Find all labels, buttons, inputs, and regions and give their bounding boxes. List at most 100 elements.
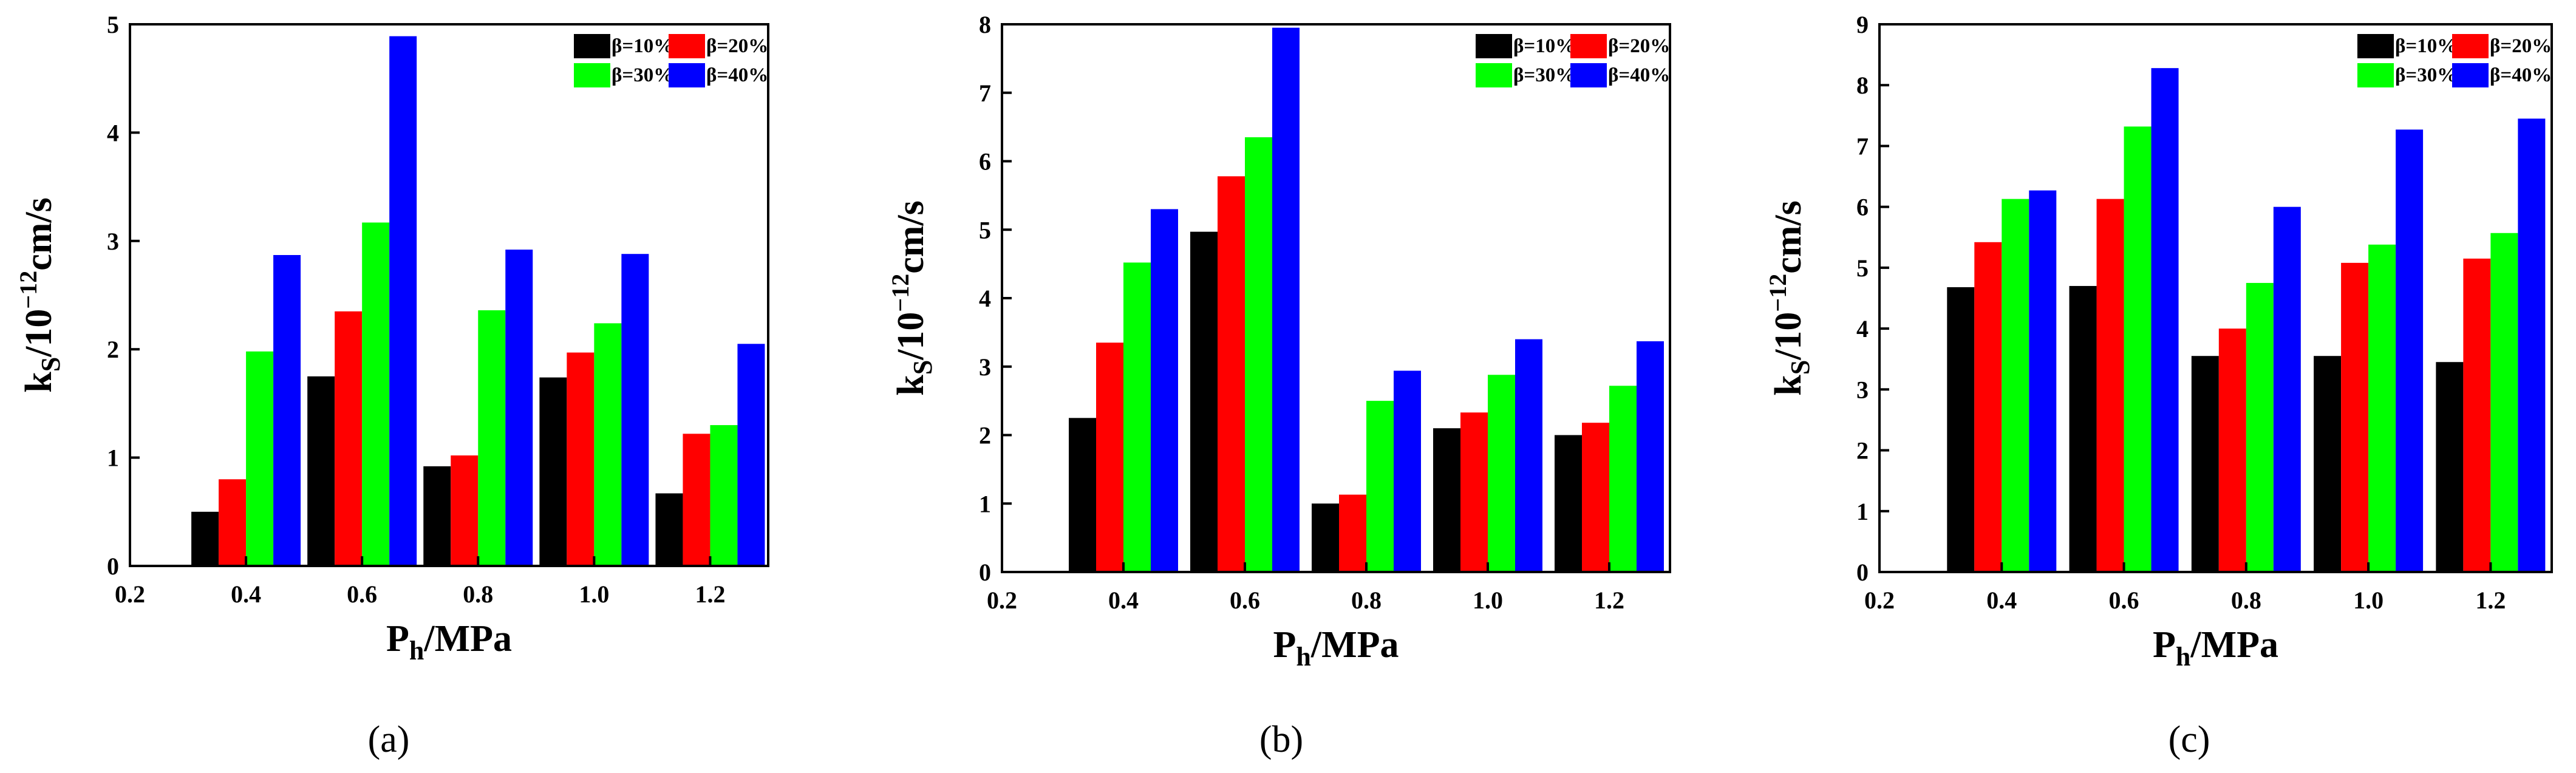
y-tick-label: 3 — [1856, 376, 1869, 403]
bar-beta20-1 — [1460, 412, 1488, 572]
y-tick-label: 0 — [107, 553, 119, 580]
bar-beta10-1 — [2314, 356, 2342, 572]
x-tick-label: 1.2 — [2475, 587, 2506, 614]
legend-label-beta40: β=40% — [2490, 64, 2552, 86]
legend-swatch-beta30 — [2357, 63, 2394, 87]
chart-panel-c: 0 1 2 3 4 5 6 7 8 9 0.2 0.4 0.6 0.8 1.0 1.2 Ph/MPa kS/10−… — [1764, 11, 2553, 760]
x-tick-label: 1.0 — [2353, 587, 2383, 614]
bar-beta40-1_2 — [2518, 118, 2546, 572]
legend-label-beta20: β=20% — [2490, 35, 2552, 57]
legend-label-beta20: β=20% — [1608, 35, 1670, 57]
chart-panel-a: 0 1 2 3 4 5 0.2 0.4 0.6 0.8 1.0 1.2 Ph/MPa kS/10−12cm… — [15, 11, 769, 760]
bar-beta20-0_4 — [1974, 242, 2002, 573]
y-axis-title-subscript: S — [908, 360, 938, 375]
plot-frame — [1878, 23, 2553, 573]
bar-beta10-0_6 — [307, 376, 335, 566]
bar-beta40-0_6 — [1272, 27, 1300, 572]
x-axis-title-main: P — [2153, 624, 2176, 666]
bar-beta40-1_2 — [1637, 341, 1664, 572]
bar-beta10-0_6 — [2069, 285, 2097, 572]
bar-beta20-0_6 — [1218, 176, 1245, 572]
bar-beta10-0_6 — [1190, 231, 1218, 572]
legend-label-beta10: β=10% — [1513, 35, 1575, 57]
bar-beta20-0_8 — [2218, 329, 2246, 572]
bar-beta40-1 — [2396, 129, 2424, 572]
y-axis-title-exponent: −12 — [887, 274, 914, 312]
bar-beta20-0_6 — [2096, 199, 2124, 572]
bar-beta30-0_8 — [478, 310, 506, 566]
legend-swatch-beta30 — [574, 63, 610, 87]
bar-beta30-0_8 — [1366, 401, 1394, 572]
bar-beta10-1 — [1433, 428, 1460, 572]
y-tick-label: 2 — [1856, 437, 1869, 465]
y-tick-label: 1 — [1856, 498, 1869, 525]
y-tick-label: 5 — [1856, 254, 1869, 282]
x-axis-title: Ph/MPa — [386, 618, 512, 666]
bar-beta40-0_8 — [2273, 206, 2301, 573]
x-axis-title: Ph/MPa — [2153, 624, 2278, 672]
bar-beta20-0_8 — [451, 455, 479, 566]
x-tick-label: 0.6 — [347, 581, 377, 608]
legend-label-beta40: β=40% — [706, 64, 768, 86]
bar-beta20-1_2 — [1582, 423, 1609, 572]
x-axis-title-unit: /MPa — [423, 618, 512, 659]
legend-swatch-beta10 — [2357, 34, 2394, 58]
y-axis-title-main: k — [1768, 375, 1809, 396]
bar-beta40-0_6 — [2151, 68, 2179, 572]
bar-beta30-0_6 — [362, 222, 390, 566]
y-axis-title-unit: cm/s — [890, 200, 932, 274]
legend-label-beta30: β=30% — [2395, 64, 2457, 86]
x-tick-label: 0.8 — [2231, 587, 2261, 614]
bar-beta20-0_4 — [219, 479, 247, 566]
bar-beta40-1 — [621, 254, 649, 566]
bar-beta20-1_2 — [2463, 258, 2491, 572]
bar-beta40-1_2 — [737, 344, 765, 566]
legend-label-beta10: β=10% — [2395, 35, 2457, 57]
bar-beta20-1 — [567, 352, 595, 566]
x-tick-label: 0.4 — [1108, 587, 1139, 614]
bar-beta40-0_4 — [2029, 190, 2057, 572]
y-tick-label: 9 — [1856, 11, 1869, 38]
bar-beta10-1 — [539, 377, 567, 566]
y-tick-label: 5 — [107, 11, 119, 38]
bar-beta20-1_2 — [683, 434, 710, 566]
legend-swatch-beta20 — [669, 34, 705, 58]
bar-beta30-0_4 — [246, 351, 274, 566]
y-tick-label: 8 — [979, 11, 991, 38]
y-axis-title-exponent: −12 — [1764, 274, 1791, 312]
bar-beta40-0_8 — [505, 250, 533, 566]
chart-panel-b: 0 1 2 3 4 5 6 7 8 0.2 0.4 0.6 0.8 1.0 1.2 Ph/MPa kS/10−1… — [887, 11, 1671, 760]
legend-label-beta40: β=40% — [1608, 64, 1670, 86]
y-axis-title-subscript: S — [36, 357, 66, 372]
y-tick-label: 1 — [979, 490, 991, 517]
legend-swatch-beta40 — [669, 63, 705, 87]
y-tick-label: 0 — [1856, 559, 1869, 586]
x-tick-label: 1.2 — [695, 581, 725, 608]
y-tick-label: 7 — [1856, 132, 1869, 160]
bar-beta40-0_8 — [1394, 370, 1421, 572]
y-tick-label: 7 — [979, 80, 991, 107]
bar-beta20-0_4 — [1096, 342, 1123, 572]
panel-label: (c) — [2169, 719, 2210, 760]
x-tick-label: 1.0 — [1473, 587, 1503, 614]
y-axis-title-main: k — [890, 375, 932, 396]
x-axis-title: Ph/MPa — [1273, 624, 1399, 672]
y-axis-title-subscript: S — [1785, 360, 1815, 375]
y-axis-title-divisor: /10 — [890, 312, 932, 361]
legend-swatch-beta20 — [1570, 34, 1607, 58]
y-axis-title-unit: cm/s — [1768, 200, 1809, 274]
plot-frame — [129, 23, 769, 567]
y-tick-label: 3 — [979, 353, 991, 381]
y-tick-label: 2 — [979, 422, 991, 449]
legend-swatch-beta30 — [1476, 63, 1512, 87]
y-tick-label: 4 — [979, 285, 991, 312]
bar-beta30-1 — [594, 323, 622, 566]
y-tick-label: 4 — [1856, 315, 1869, 342]
y-tick-label: 8 — [1856, 72, 1869, 99]
bar-beta30-0_6 — [2124, 126, 2152, 572]
legend-swatch-beta40 — [1570, 63, 1607, 87]
bar-beta30-1 — [1488, 375, 1515, 572]
x-tick-label: 0.2 — [115, 581, 145, 608]
legend-label-beta30: β=30% — [1513, 64, 1575, 86]
